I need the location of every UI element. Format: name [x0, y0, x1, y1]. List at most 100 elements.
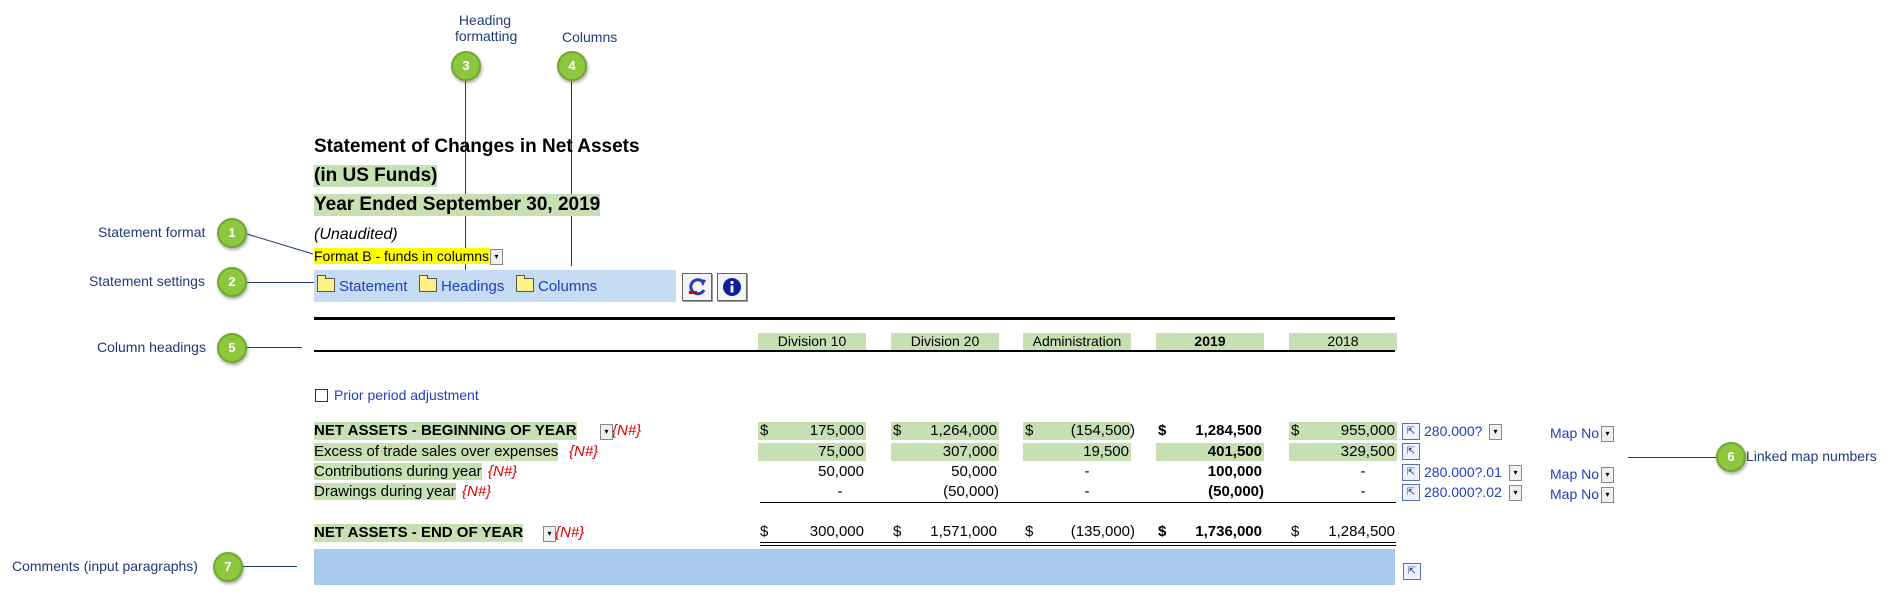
row-excess-div10[interactable]: 75,000 [758, 443, 866, 461]
column-heading-administration[interactable]: Administration [1023, 333, 1131, 350]
row-ending-2019[interactable]: $ 1,736,000 [1158, 523, 1262, 540]
map-number-beginning[interactable]: 280.000? [1424, 423, 1483, 439]
column-heading-2019[interactable]: 2019 [1156, 333, 1264, 350]
statement-format-select[interactable]: Format B - funds in columns ▾ [314, 248, 504, 266]
map-number-drawings[interactable]: 280.000?.02 [1424, 484, 1502, 500]
column-heading-2018[interactable]: 2018 [1289, 333, 1397, 350]
callout-badge-6: 6 [1716, 442, 1746, 472]
total-double-rule-top [760, 542, 1396, 543]
columns-settings-link[interactable]: Columns [516, 275, 597, 295]
row-drawings-admin[interactable]: - [1084, 483, 1090, 500]
row-contributions-2019[interactable]: 100,000 [1207, 463, 1262, 480]
row-label-ending[interactable]: NET ASSETS - END OF YEAR [314, 524, 524, 542]
row-drawings-div20[interactable]: (50,000) [943, 483, 999, 500]
format-dropdown-icon[interactable]: ▾ [490, 249, 504, 266]
link-map-icon[interactable]: ⇱ [1402, 464, 1420, 481]
callout-line-7 [243, 566, 297, 567]
map-number-dropdown-icon[interactable]: ▾ [1509, 485, 1522, 501]
row-label-drawings[interactable]: Drawings during year [314, 483, 456, 500]
map-no-dropdown-icon[interactable]: ▾ [1601, 487, 1614, 503]
row-beginning-2018[interactable]: $ 955,000 [1289, 422, 1397, 440]
row-beginning-div20[interactable]: $ 1,264,000 [891, 422, 999, 440]
callout-badge-3: 3 [451, 51, 481, 81]
row-excess-admin[interactable]: 19,500 [1023, 443, 1131, 461]
comments-input-area[interactable] [314, 549, 1395, 585]
callout-line-1 [246, 233, 314, 255]
statement-period[interactable]: Year Ended September 30, 2019 [314, 194, 601, 216]
subtotal-rule [760, 502, 1396, 503]
row-beginning-2019[interactable]: $ 1,284,500 [1158, 422, 1262, 439]
statement-title[interactable]: Statement of Changes in Net Assets [314, 136, 640, 157]
row-dropdown-icon[interactable]: ▾ [600, 424, 613, 440]
row-ending-div10[interactable]: $ 300,000 [760, 523, 864, 540]
row-ending-div20[interactable]: $ 1,571,000 [893, 523, 997, 540]
info-icon [723, 278, 741, 296]
folder-icon [516, 275, 534, 292]
refresh-button[interactable] [682, 273, 712, 301]
row-label-beginning[interactable]: NET ASSETS - BEGINNING OF YEAR [314, 422, 577, 440]
statement-settings-bar: Statement Headings Columns [314, 270, 676, 302]
tag-n[interactable]: {N#} [612, 422, 642, 439]
link-map-icon[interactable]: ⇱ [1402, 484, 1420, 501]
row-drawings-2019[interactable]: (50,000) [1208, 483, 1264, 500]
map-no-dropdown-icon[interactable]: ▾ [1601, 467, 1614, 483]
row-drawings-2018[interactable]: - [1360, 483, 1366, 500]
callout-columns-label: Columns [562, 29, 618, 45]
header-bottom-rule [314, 350, 1395, 352]
tag-n[interactable]: {N#} [555, 524, 585, 541]
total-double-rule-bottom [760, 545, 1396, 546]
column-heading-division-20[interactable]: Division 20 [891, 333, 999, 350]
info-button[interactable] [717, 273, 747, 301]
column-heading-division-10[interactable]: Division 10 [758, 333, 866, 350]
header-top-rule [314, 317, 1395, 320]
row-excess-2018[interactable]: 329,500 [1289, 443, 1397, 461]
row-beginning-div10[interactable]: $ 175,000 [758, 422, 866, 440]
map-number-dropdown-icon[interactable]: ▾ [1509, 465, 1522, 481]
tag-n[interactable]: {N#} [569, 443, 599, 460]
map-no-dropdown-icon[interactable]: ▾ [1601, 426, 1614, 442]
link-map-icon[interactable]: ⇱ [1403, 563, 1421, 580]
folder-icon [317, 275, 335, 292]
map-no-link-beginning[interactable]: Map No [1550, 425, 1600, 441]
headings-settings-link[interactable]: Headings [419, 275, 504, 295]
callout-line-6 [1628, 457, 1718, 458]
folder-icon [419, 275, 437, 292]
statement-subtitle[interactable]: (in US Funds) [314, 165, 438, 187]
audit-status[interactable]: (Unaudited) [314, 226, 398, 243]
row-excess-2019[interactable]: 401,500 [1156, 443, 1264, 461]
callout-badge-5: 5 [217, 333, 247, 363]
callout-statement-format-label: Statement format [98, 224, 206, 240]
row-contributions-2018[interactable]: - [1360, 463, 1366, 480]
prior-period-label[interactable]: Prior period adjustment [334, 387, 479, 403]
callout-line-3 [465, 81, 466, 275]
row-excess-div20[interactable]: 307,000 [891, 443, 999, 461]
map-no-link-contributions[interactable]: Map No [1550, 466, 1600, 482]
tag-n[interactable]: {N#} [462, 483, 492, 500]
callout-badge-7: 7 [213, 552, 243, 582]
tag-n[interactable]: {N#} [488, 463, 518, 480]
callout-badge-1: 1 [217, 218, 247, 248]
link-map-icon[interactable]: ⇱ [1402, 443, 1420, 460]
row-ending-2018[interactable]: $ 1,284,500 [1291, 523, 1395, 540]
row-contributions-div20[interactable]: 50,000 [951, 463, 997, 480]
map-number-contributions[interactable]: 280.000?.01 [1424, 464, 1502, 480]
row-contributions-admin[interactable]: - [1084, 463, 1090, 480]
statement-settings-link[interactable]: Statement [317, 275, 407, 295]
map-no-link-drawings[interactable]: Map No [1550, 486, 1600, 502]
row-label-excess[interactable]: Excess of trade sales over expenses [314, 443, 559, 461]
prior-period-checkbox[interactable] [315, 389, 328, 402]
map-number-dropdown-icon[interactable]: ▾ [1489, 424, 1502, 440]
row-drawings-div10[interactable]: - [837, 483, 843, 500]
row-label-contributions[interactable]: Contributions during year [314, 463, 482, 480]
row-dropdown-icon[interactable]: ▾ [543, 526, 556, 542]
row-ending-admin[interactable]: $ (135,000) [1025, 523, 1135, 540]
refresh-icon [689, 278, 706, 296]
callout-line-2 [247, 282, 314, 283]
callout-statement-settings-label: Statement settings [89, 273, 205, 289]
row-beginning-admin[interactable]: $ (154,500) [1023, 422, 1135, 440]
callout-line-4 [571, 81, 572, 266]
row-contributions-div10[interactable]: 50,000 [818, 463, 864, 480]
callout-linked-map-numbers-label: Linked map numbers [1746, 448, 1877, 464]
callout-column-headings-label: Column headings [97, 339, 206, 355]
link-map-icon[interactable]: ⇱ [1402, 423, 1420, 440]
